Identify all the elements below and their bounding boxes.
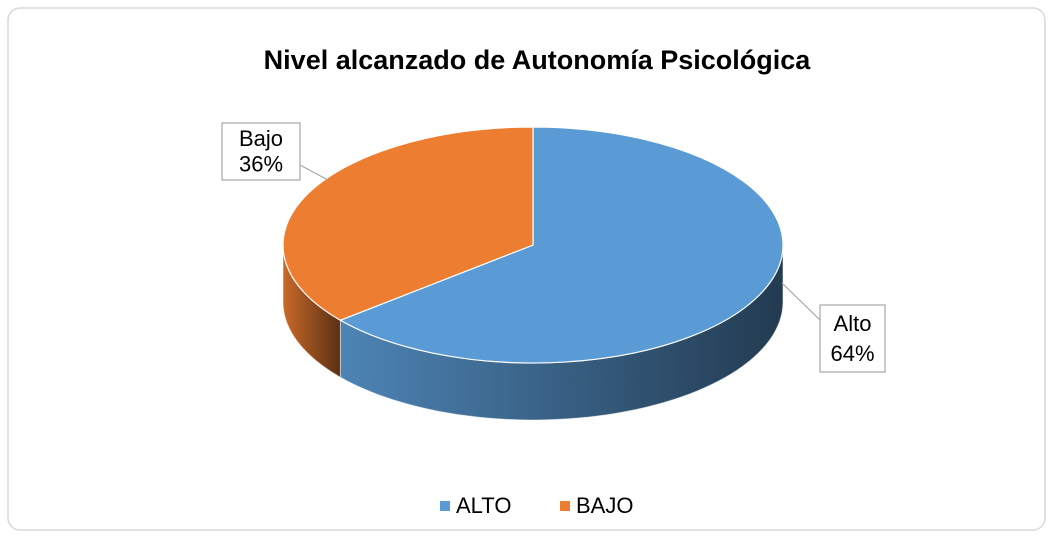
legend-swatch <box>440 501 450 511</box>
data-label-name: Alto <box>834 311 872 336</box>
pie-slice <box>338 126 784 364</box>
leader-line <box>299 164 329 181</box>
data-label-name: Bajo <box>239 126 283 151</box>
leader-line <box>781 282 821 321</box>
legend-swatch <box>560 501 570 511</box>
chart-title: Nivel alcanzado de Autonomía Psicológica <box>264 45 812 75</box>
legend-label: BAJO <box>576 493 633 518</box>
data-label-box <box>819 304 886 373</box>
data-label-box <box>221 122 301 181</box>
data-label-value: 36% <box>239 152 283 177</box>
legend-label: ALTO <box>456 493 511 518</box>
data-label-value: 64% <box>830 341 874 366</box>
pie-slice <box>282 126 534 321</box>
